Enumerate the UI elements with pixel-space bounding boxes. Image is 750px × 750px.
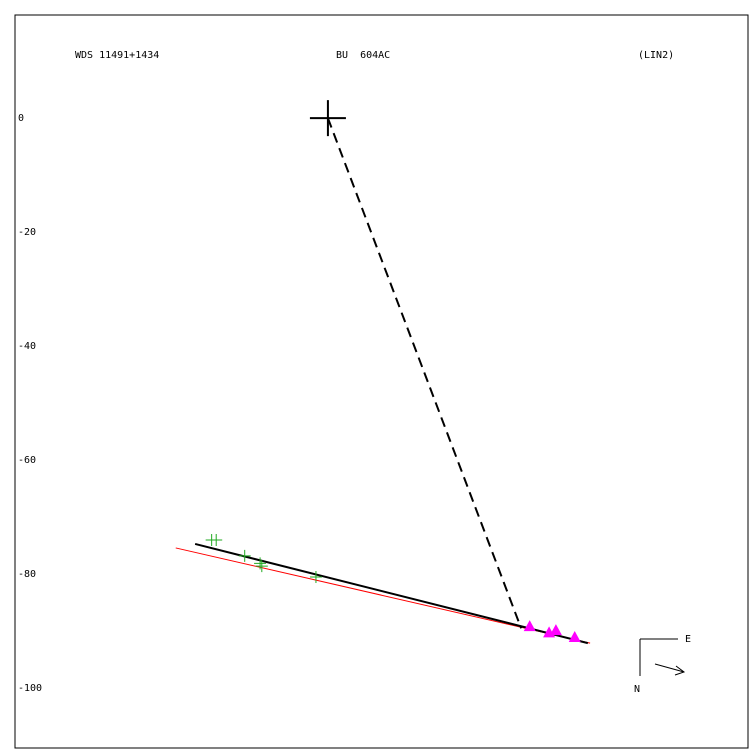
triangle-point [568, 630, 581, 642]
chart-subtitle: BU 604AC [336, 50, 390, 61]
motion-arrow-head [674, 665, 686, 676]
compass-east: E [685, 634, 691, 645]
y-tick-label: -20 [18, 227, 36, 238]
connector-line [326, 117, 523, 629]
annotation: (LIN2) [638, 50, 674, 61]
primary-star [309, 100, 346, 137]
plus-point [255, 560, 268, 573]
compass: E N [634, 634, 691, 695]
triangle-point [523, 620, 536, 632]
compass-north: N [634, 684, 640, 695]
triangle-point [549, 624, 562, 636]
plus-point [309, 571, 322, 584]
plus-point [238, 549, 251, 562]
plus-point [254, 557, 267, 570]
y-tick-label: 0 [18, 113, 24, 124]
motion-arrow [654, 663, 685, 673]
plus-point [210, 533, 223, 546]
y-tick-label: -60 [18, 455, 36, 466]
y-tick-label: -80 [18, 569, 36, 580]
y-tick-label: -100 [18, 683, 42, 694]
y-tick-label: -40 [18, 341, 36, 352]
chart-title: WDS 11491+1434 [75, 50, 159, 61]
plot-frame [14, 14, 749, 749]
